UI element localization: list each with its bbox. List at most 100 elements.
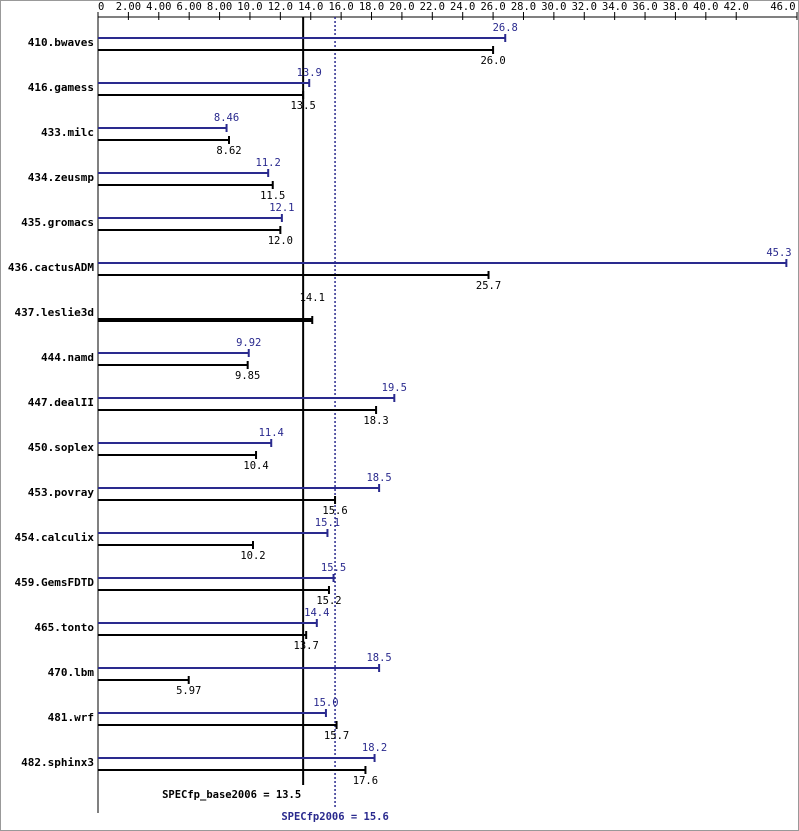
category-label: 482.sphinx3 [21, 756, 94, 769]
x-tick-label: 6.00 [177, 1, 202, 13]
value-label: 13.7 [294, 640, 319, 652]
x-tick-label: 38.0 [663, 1, 688, 13]
category-label: 453.povray [28, 486, 95, 499]
category-label: 459.GemsFDTD [15, 576, 95, 589]
value-label: 12.0 [268, 235, 293, 247]
bar [98, 49, 494, 51]
category-label: 444.namd [41, 351, 94, 364]
bar [98, 94, 304, 96]
bar [98, 184, 273, 186]
bar [98, 622, 317, 624]
x-tick-label: 30.0 [541, 1, 566, 13]
value-label: 26.8 [493, 22, 518, 34]
value-label: 15.0 [313, 697, 338, 709]
x-tick-label: 16.0 [328, 1, 353, 13]
reference-label: SPECfp_base2006 = 13.5 [162, 789, 301, 801]
value-label: 15.1 [315, 517, 340, 529]
x-tick-label: 12.0 [268, 1, 293, 13]
bar [98, 217, 282, 219]
x-tick-label: 32.0 [572, 1, 597, 13]
bar [98, 544, 253, 546]
bar [98, 634, 307, 636]
value-label: 17.6 [353, 775, 378, 787]
value-label: 11.4 [259, 427, 284, 439]
value-label: 13.5 [290, 100, 315, 112]
value-label: 25.7 [476, 280, 501, 292]
reference-label: SPECfp2006 = 15.6 [281, 811, 388, 823]
bar [98, 262, 787, 264]
x-tick-label: 4.00 [146, 1, 171, 13]
x-tick-label: 8.00 [207, 1, 232, 13]
bar [98, 318, 313, 322]
category-label: 447.dealII [28, 396, 94, 409]
bar [98, 724, 337, 726]
value-label: 8.46 [214, 112, 239, 124]
value-label: 19.5 [382, 382, 407, 394]
bar [98, 712, 326, 714]
bar [98, 769, 366, 771]
value-label: 18.5 [366, 652, 391, 664]
value-label: 9.92 [236, 337, 261, 349]
bar [98, 364, 248, 366]
x-tick-label: 42.0 [724, 1, 749, 13]
value-label: 15.5 [321, 562, 346, 574]
x-tick-label: 26.0 [480, 1, 505, 13]
x-tick-label: 28.0 [511, 1, 536, 13]
category-label: 434.zeusmp [28, 171, 95, 184]
value-label: 11.2 [256, 157, 281, 169]
value-label: 45.3 [766, 247, 791, 259]
category-label: 435.gromacs [21, 216, 94, 229]
category-label: 416.gamess [28, 81, 94, 94]
bar [98, 454, 257, 456]
bar [98, 229, 281, 231]
value-label: 11.5 [260, 190, 285, 202]
bar [98, 139, 229, 141]
value-label: 26.0 [480, 55, 505, 67]
value-label: 18.2 [362, 742, 387, 754]
category-label: 436.cactusADM [8, 261, 94, 274]
bar [98, 37, 506, 39]
bar [98, 442, 272, 444]
category-label: 450.soplex [28, 441, 95, 454]
x-tick-label: 2.00 [116, 1, 141, 13]
x-tick-label: 40.0 [693, 1, 718, 13]
value-label: 10.4 [243, 460, 268, 472]
category-label: 481.wrf [48, 711, 94, 724]
bar [98, 352, 249, 354]
value-label: 5.97 [176, 685, 201, 697]
category-label: 465.tonto [34, 621, 94, 634]
category-label: 433.milc [41, 126, 94, 139]
value-label: 18.3 [363, 415, 388, 427]
bar [98, 409, 377, 411]
category-label: 470.lbm [48, 666, 95, 679]
bar [98, 532, 328, 534]
bar [98, 589, 329, 591]
value-label: 10.2 [240, 550, 265, 562]
category-label: 437.leslie3d [15, 306, 94, 319]
x-tick-label: 0 [98, 1, 104, 13]
x-tick-label: 46.0 [770, 1, 795, 13]
x-tick-label: 20.0 [389, 1, 414, 13]
value-label: 14.4 [304, 607, 329, 619]
bar [98, 127, 227, 129]
value-label: 9.85 [235, 370, 260, 382]
category-label: 410.bwaves [28, 36, 94, 49]
value-label: 15.2 [316, 595, 341, 607]
value-label: 15.7 [324, 730, 349, 742]
x-tick-label: 22.0 [420, 1, 445, 13]
bar [98, 397, 395, 399]
bar [98, 499, 336, 501]
x-tick-label: 24.0 [450, 1, 475, 13]
bar [98, 172, 269, 174]
bar [98, 679, 189, 681]
category-label: 454.calculix [15, 531, 95, 544]
value-label: 14.1 [300, 292, 325, 304]
x-tick-label: 34.0 [602, 1, 627, 13]
x-tick-label: 14.0 [298, 1, 323, 13]
value-label: 12.1 [269, 202, 294, 214]
value-label: 8.62 [216, 145, 241, 157]
x-tick-label: 18.0 [359, 1, 384, 13]
bar [98, 487, 380, 489]
